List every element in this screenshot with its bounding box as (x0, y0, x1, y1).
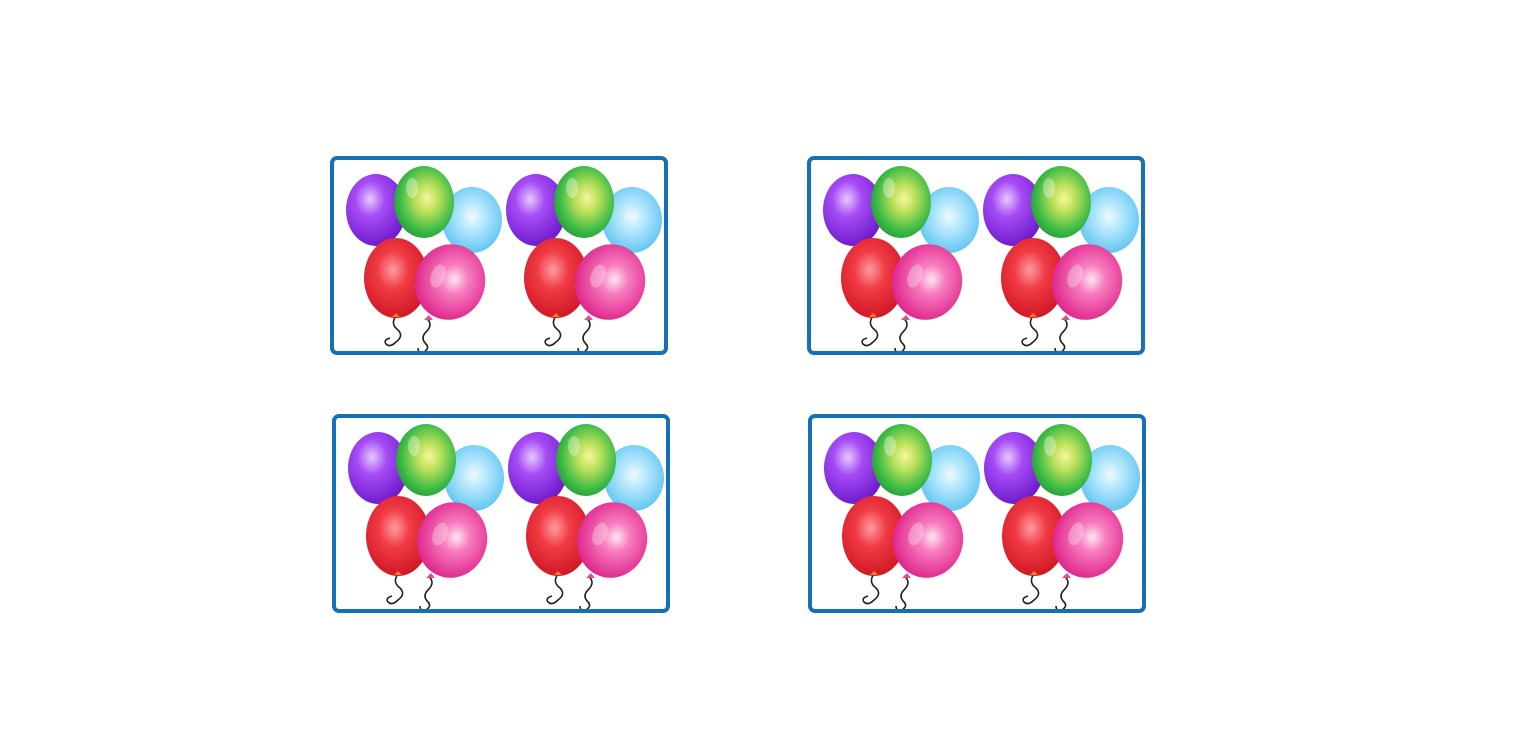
balloon-card-1[interactable] (330, 156, 668, 355)
balloon-bunch-icon (823, 423, 1141, 609)
balloon-bunch-icon (345, 165, 663, 351)
balloon-bunch-icon (347, 423, 665, 609)
balloon-bunch-icon (822, 165, 1140, 351)
balloon-card-4[interactable] (808, 414, 1146, 613)
balloon-card-2[interactable] (807, 156, 1145, 355)
balloon-card-3[interactable] (332, 414, 670, 613)
